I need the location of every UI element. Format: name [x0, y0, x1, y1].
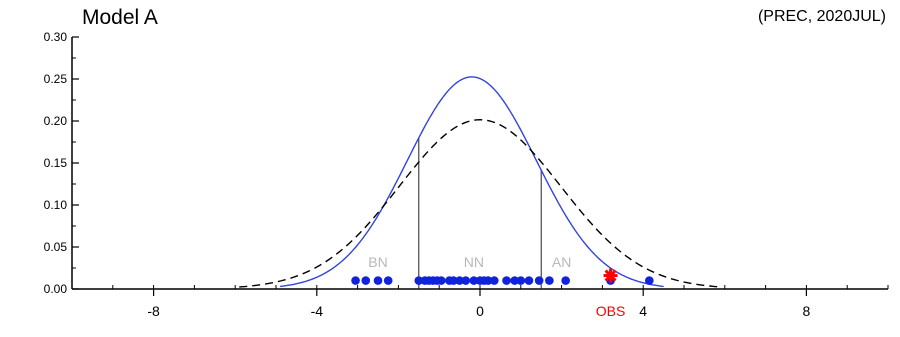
member-dot	[436, 276, 446, 285]
solid-distribution-curve	[279, 76, 664, 288]
plot-area: 0.00 0.05 0.10 0.15 0.20 0.25 0.30 -8 -4 0 4 8 BN NN A…	[44, 30, 889, 319]
member-dot	[502, 276, 511, 285]
x-tick-label: 4	[639, 303, 647, 319]
dashed-distribution-curve	[239, 119, 721, 288]
chart-subtitle: (PREC, 2020JUL)	[757, 8, 886, 25]
x-tick-label: -8	[147, 303, 160, 319]
member-dot	[534, 276, 544, 285]
y-tick-label: 0.05	[44, 240, 68, 254]
y-tick-label: 0.30	[44, 30, 68, 44]
y-tick-label: 0.10	[44, 198, 68, 212]
member-dot	[455, 276, 464, 285]
obs-label: OBS	[596, 303, 626, 319]
member-dot	[561, 276, 570, 285]
member-dot	[516, 276, 526, 285]
member-dot	[510, 276, 519, 285]
member-dot	[645, 276, 654, 285]
member-dot	[545, 276, 554, 285]
obs-marker	[603, 268, 618, 283]
x-tick-label: -4	[311, 303, 324, 319]
member-dot	[449, 276, 458, 285]
y-tick-label: 0.20	[44, 114, 68, 128]
member-dot	[414, 276, 424, 285]
member-dot	[461, 276, 471, 285]
member-dot	[483, 276, 493, 285]
category-label-bn: BN	[368, 254, 387, 270]
category-label-an: AN	[552, 254, 571, 270]
chart-title: Model A	[82, 6, 158, 29]
x-tick-label: 0	[476, 303, 484, 319]
x-tick-label: 8	[803, 303, 811, 319]
member-dot	[469, 276, 479, 285]
member-dot	[351, 276, 360, 285]
member-dot	[361, 276, 371, 285]
y-tick-label: 0.00	[44, 282, 68, 296]
member-dot	[524, 276, 534, 285]
y-tick-label: 0.15	[44, 156, 68, 170]
y-tick-label: 0.25	[44, 72, 68, 86]
member-dot	[383, 276, 393, 285]
member-dot	[373, 276, 383, 285]
obs-marker-stroke	[604, 269, 617, 282]
member-dot	[489, 276, 499, 285]
category-label-nn: NN	[464, 254, 484, 270]
